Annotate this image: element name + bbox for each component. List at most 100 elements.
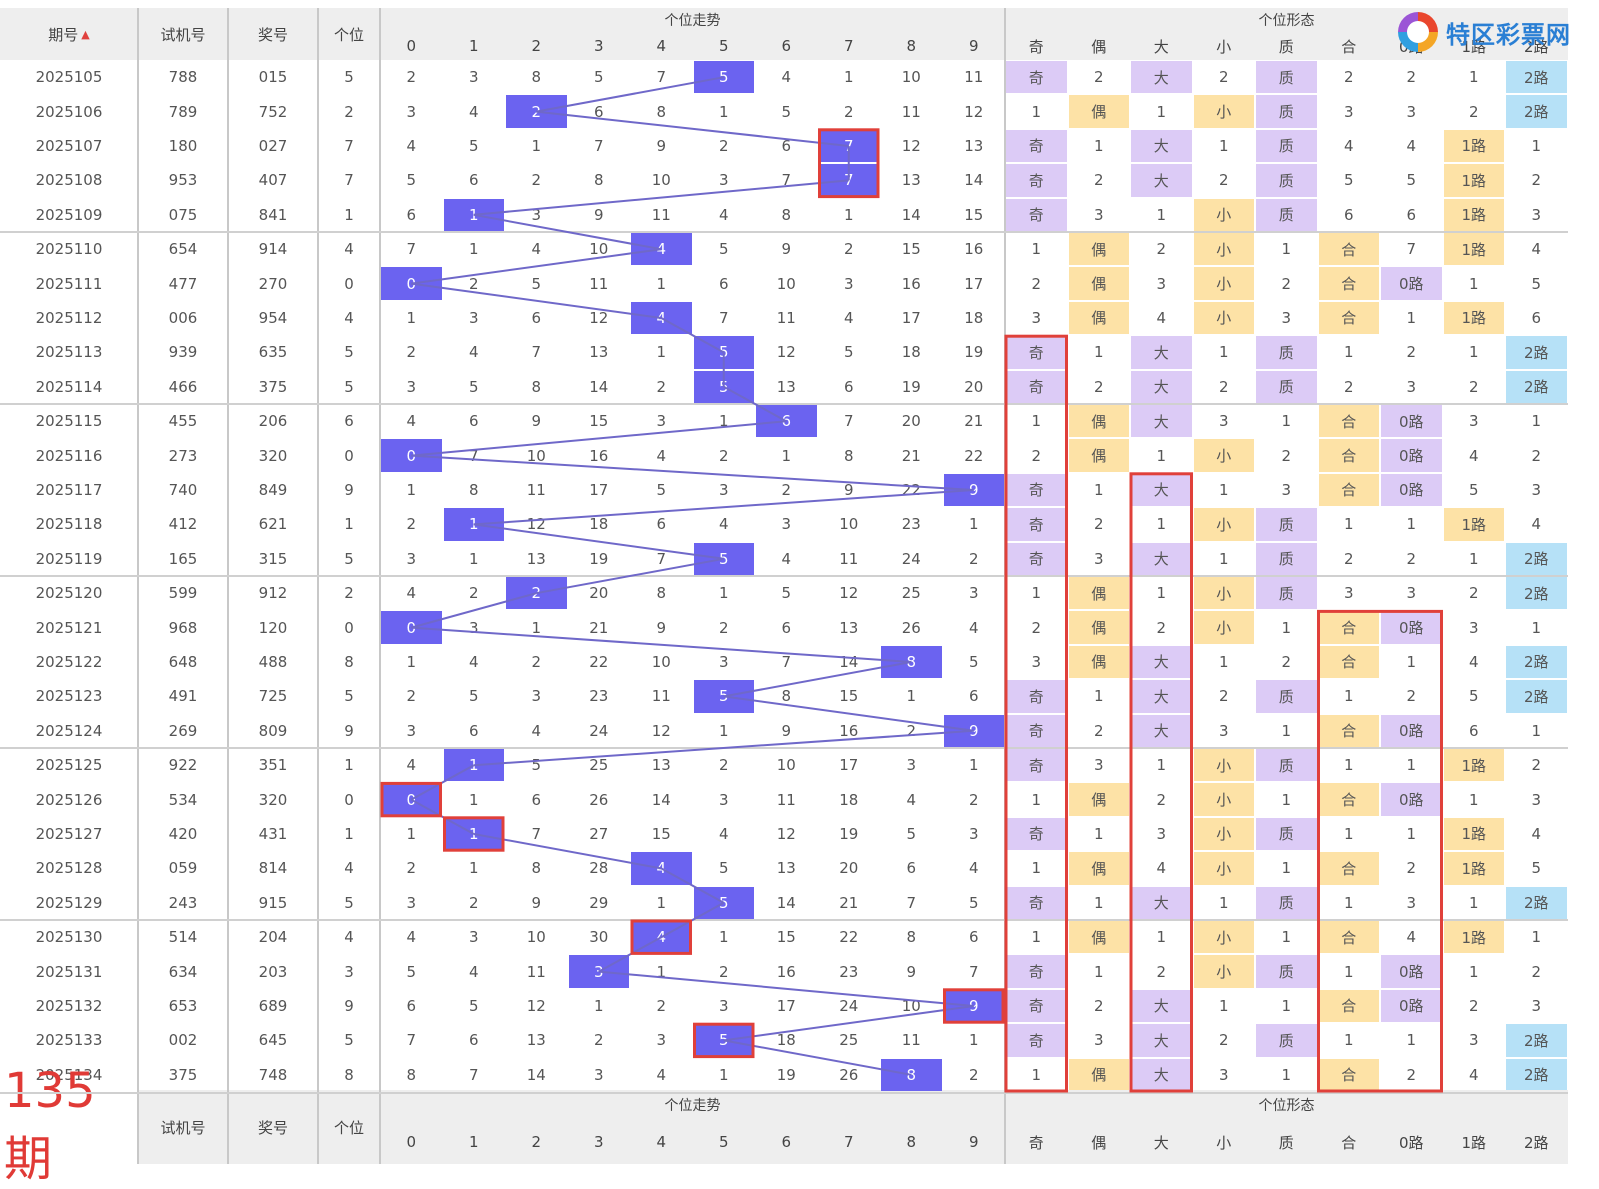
prize-cell: 912 — [258, 584, 288, 603]
trend-cell: 8 — [656, 102, 667, 121]
form-cell: 0路 — [1381, 267, 1442, 300]
form-cell: 大 — [1131, 645, 1192, 679]
trend-cell: 5 — [468, 687, 479, 706]
trend-cell: 14 — [589, 377, 609, 396]
form-cell: 1 — [1343, 343, 1354, 362]
footer-form-label: 偶 — [1067, 1120, 1130, 1164]
form-cell: 小 — [1193, 577, 1254, 610]
form-cell: 2 — [1468, 584, 1479, 603]
trend-cell: 12 — [589, 308, 609, 327]
form-cell: 小 — [1193, 611, 1254, 644]
header-trend-digit: 0 — [380, 32, 443, 60]
table-row: 2025105 788 015 5 2 3 8 5 7 5 4 1 10 11 奇 2 大 2 质 2 2 1 2路 — [0, 60, 1568, 94]
footer-form-label: 小 — [1192, 1120, 1255, 1164]
form-cell: 合 — [1318, 1058, 1379, 1091]
header-trend-digit: 3 — [567, 32, 630, 60]
trend-cell: 2 — [468, 893, 479, 912]
form-cell: 奇 — [1006, 680, 1067, 713]
form-cell: 3 — [1406, 377, 1417, 396]
form-cell: 质 — [1256, 577, 1317, 610]
trend-cell: 17 — [589, 480, 609, 499]
trend-cell: 3 — [468, 68, 479, 87]
trend-cell: 4 — [781, 549, 792, 568]
trend-cell: 11 — [964, 68, 984, 87]
trend-cell: 9 — [531, 893, 542, 912]
trend-cell: 7 — [968, 962, 979, 981]
issue-cell: 2025122 — [35, 652, 103, 671]
form-cell: 偶 — [1068, 267, 1129, 300]
trend-cell: 2 — [468, 584, 479, 603]
trend-cell: 1 — [968, 515, 979, 534]
form-cell: 1 — [1031, 584, 1042, 603]
form-cell: 1路 — [1443, 233, 1504, 266]
trend-cell: 7 — [656, 549, 667, 568]
trial-cell: 269 — [168, 721, 198, 740]
header-prize: 奖号 — [228, 8, 318, 60]
footer-form-label: 质 — [1255, 1120, 1318, 1164]
form-cell: 质 — [1256, 955, 1317, 988]
form-cell: 2 — [1093, 515, 1104, 534]
trend-cell: 1 — [718, 928, 729, 947]
form-cell: 3 — [1343, 584, 1354, 603]
form-cell: 0路 — [1381, 714, 1442, 747]
trend-cell: 10 — [901, 996, 921, 1015]
form-cell: 3 — [1406, 893, 1417, 912]
trial-cell: 599 — [168, 584, 198, 603]
form-cell: 4 — [1531, 824, 1542, 843]
form-cell: 3 — [1156, 274, 1167, 293]
trend-cell: 26 — [901, 618, 921, 637]
form-cell: 奇 — [1006, 1024, 1067, 1057]
column-divider — [379, 8, 381, 1164]
trend-cell: 6 — [406, 996, 417, 1015]
header-issue[interactable]: 期号 ▲ — [0, 8, 138, 60]
digit-cell: 5 — [344, 1031, 354, 1050]
trend-hit-cell: 0 — [381, 439, 442, 472]
trend-cell: 3 — [468, 308, 479, 327]
site-logo[interactable]: 特区彩票网 — [1398, 8, 1598, 56]
trend-cell: 4 — [406, 756, 417, 775]
trend-cell: 13 — [964, 136, 984, 155]
form-cell: 大 — [1131, 336, 1192, 369]
trend-cell: 26 — [839, 1065, 859, 1084]
sort-up-icon[interactable]: ▲ — [81, 27, 90, 41]
trend-cell: 21 — [964, 412, 984, 431]
form-cell: 奇 — [1006, 164, 1067, 197]
table-row: 2025122 648 488 8 1 4 2 22 10 3 7 14 8 5 3 偶大 1 2 合 1 4 2路 — [0, 645, 1568, 679]
form-cell: 1 — [1468, 549, 1479, 568]
trend-cell: 17 — [776, 996, 796, 1015]
trend-hit-cell: 9 — [943, 989, 1004, 1023]
form-cell: 1 — [1031, 790, 1042, 809]
form-cell: 小 — [1193, 783, 1254, 816]
trend-cell: 2 — [656, 996, 667, 1015]
trend-cell: 2 — [968, 549, 979, 568]
form-cell: 1 — [1468, 893, 1479, 912]
trend-cell: 1 — [718, 721, 729, 740]
issue-cell: 2025131 — [35, 962, 103, 981]
trend-cell: 5 — [406, 962, 417, 981]
trend-cell: 18 — [776, 1031, 796, 1050]
trend-cell: 14 — [651, 790, 671, 809]
trial-cell: 412 — [168, 515, 198, 534]
form-cell: 1路 — [1443, 508, 1504, 541]
trend-cell: 2 — [468, 274, 479, 293]
form-cell: 1 — [1031, 928, 1042, 947]
trend-cell: 3 — [843, 274, 854, 293]
trend-cell: 15 — [901, 240, 921, 259]
digit-cell: 9 — [344, 480, 354, 499]
trend-cell: 22 — [839, 928, 859, 947]
form-cell: 1路 — [1443, 164, 1504, 197]
digit-cell: 4 — [344, 308, 354, 327]
trend-cell: 10 — [901, 68, 921, 87]
trend-cell: 5 — [468, 377, 479, 396]
trend-cell: 11 — [651, 687, 671, 706]
footer-form-label: 0路 — [1380, 1120, 1443, 1164]
trend-cell: 6 — [656, 515, 667, 534]
trend-cell: 3 — [718, 996, 729, 1015]
trend-cell: 9 — [531, 412, 542, 431]
form-cell: 1 — [1281, 790, 1292, 809]
column-divider — [317, 8, 319, 1164]
trend-cell: 6 — [593, 102, 604, 121]
trend-cell: 21 — [589, 618, 609, 637]
trend-cell: 13 — [901, 171, 921, 190]
form-cell: 3 — [1281, 308, 1292, 327]
